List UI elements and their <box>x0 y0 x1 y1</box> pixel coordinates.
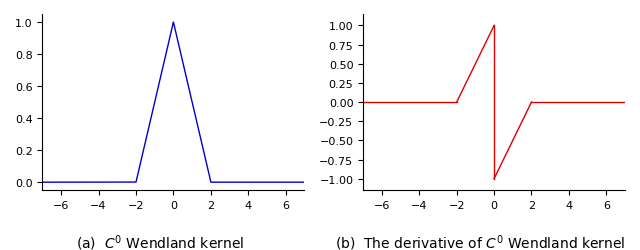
Text: (a)  $C^0$ Wendland kernel: (a) $C^0$ Wendland kernel <box>76 232 244 250</box>
Text: (b)  The derivative of $C^0$ Wendland kernel: (b) The derivative of $C^0$ Wendland ker… <box>335 232 625 250</box>
